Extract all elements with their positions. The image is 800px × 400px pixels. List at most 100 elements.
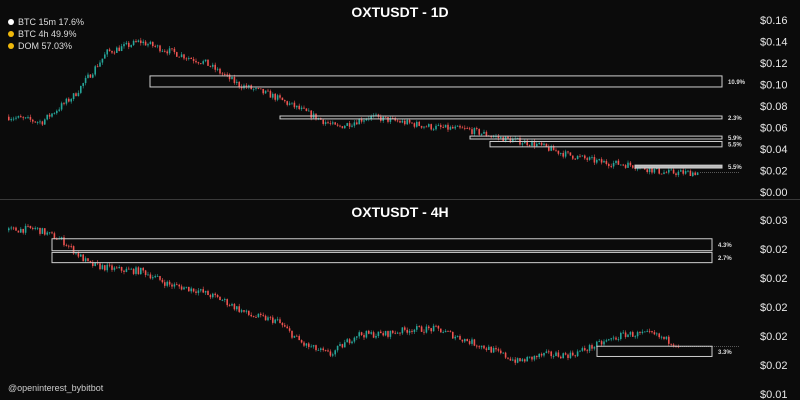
candle-body: [161, 279, 164, 283]
candle-body: [368, 330, 370, 334]
candle-body: [159, 276, 161, 280]
candle-body: [454, 336, 456, 339]
candle-body: [521, 359, 524, 362]
candle-body: [396, 332, 399, 334]
candle-body: [118, 47, 120, 51]
candle-body: [113, 52, 116, 54]
candle-body: [99, 263, 101, 270]
candle-body: [77, 252, 80, 257]
candle-body: [180, 54, 183, 58]
zone-label: 2.7%: [718, 256, 732, 262]
candle-body: [46, 114, 48, 120]
liquidity-zone: [149, 75, 723, 88]
candle-body: [660, 336, 663, 338]
candle-body: [276, 319, 279, 321]
candle-body: [526, 357, 528, 362]
candle-body: [142, 41, 144, 44]
candle-body: [600, 341, 603, 345]
candle-body: [588, 345, 591, 351]
candle-body: [317, 349, 320, 351]
candle-body: [528, 145, 531, 147]
y-tick-label: $0.02: [760, 273, 788, 285]
candle-body: [144, 41, 147, 46]
candle-body: [22, 228, 24, 233]
y-tick-label: $0.14: [760, 37, 788, 49]
candle-body: [108, 264, 111, 266]
candle-body: [118, 267, 120, 269]
candle-body: [257, 313, 260, 318]
candle-body: [334, 350, 336, 355]
candle-body: [478, 346, 480, 348]
candle-body: [305, 108, 308, 112]
candle-body: [428, 326, 430, 329]
candle-body: [375, 114, 377, 116]
candle-body: [41, 228, 44, 234]
candle-body: [370, 115, 372, 119]
candle-body: [533, 355, 536, 360]
candle-body: [96, 66, 99, 68]
candle-body: [140, 40, 142, 44]
candle-body: [459, 336, 461, 340]
candle-body: [130, 45, 132, 47]
candle-body: [593, 346, 596, 349]
candle-body: [444, 124, 447, 128]
candle-body: [670, 343, 672, 345]
candle-body: [560, 356, 562, 359]
candle-body: [574, 158, 576, 160]
candle-body: [476, 128, 478, 129]
candle-body: [34, 227, 36, 229]
candle-body: [504, 352, 507, 358]
candle-body: [351, 341, 353, 344]
candle-body: [72, 93, 75, 100]
candle-body: [622, 332, 624, 334]
candle-body: [584, 348, 586, 351]
candle-body: [135, 40, 137, 42]
candle-body: [279, 319, 281, 323]
candle-body: [660, 173, 663, 175]
candle-body: [238, 306, 240, 312]
candle-body: [334, 122, 336, 125]
candle-body: [351, 125, 353, 127]
watermark: @openinterest_bybitbot: [8, 383, 104, 393]
candle-body: [480, 133, 483, 135]
candle-body: [466, 128, 468, 129]
candle-body: [231, 77, 233, 80]
candle-body: [569, 352, 572, 358]
candle-body: [255, 317, 257, 318]
candle-body: [92, 261, 94, 267]
candle-body: [255, 88, 257, 89]
candle-body: [356, 122, 358, 125]
candle-body: [653, 169, 656, 173]
candle-body: [365, 119, 368, 121]
candle-body: [365, 330, 368, 338]
candle-body: [310, 346, 312, 348]
candle-body: [327, 350, 329, 352]
candle-body: [531, 141, 533, 146]
candle-body: [171, 48, 173, 50]
candle-body: [382, 333, 384, 336]
candle-body: [588, 157, 591, 160]
candle-body: [454, 126, 456, 129]
candle-body: [360, 119, 363, 122]
candle-body: [87, 74, 89, 78]
candle-body: [305, 343, 308, 346]
candle-body: [572, 352, 574, 356]
candle-body: [226, 299, 228, 306]
candle-body: [190, 288, 192, 292]
candle-body: [216, 68, 219, 70]
candle-body: [406, 329, 408, 333]
candle-body: [629, 162, 632, 166]
candle-body: [396, 120, 399, 122]
candle-body: [471, 129, 473, 134]
candle-body: [238, 81, 240, 87]
candle-body: [416, 121, 418, 127]
candle-body: [627, 334, 629, 338]
candle-body: [185, 58, 188, 60]
candle-body: [581, 155, 584, 157]
candle-body: [262, 314, 264, 316]
candle-body: [17, 116, 20, 118]
candle-body: [267, 90, 269, 92]
candle-body: [284, 325, 286, 327]
candle-body: [404, 327, 406, 330]
candle-body: [353, 337, 356, 342]
